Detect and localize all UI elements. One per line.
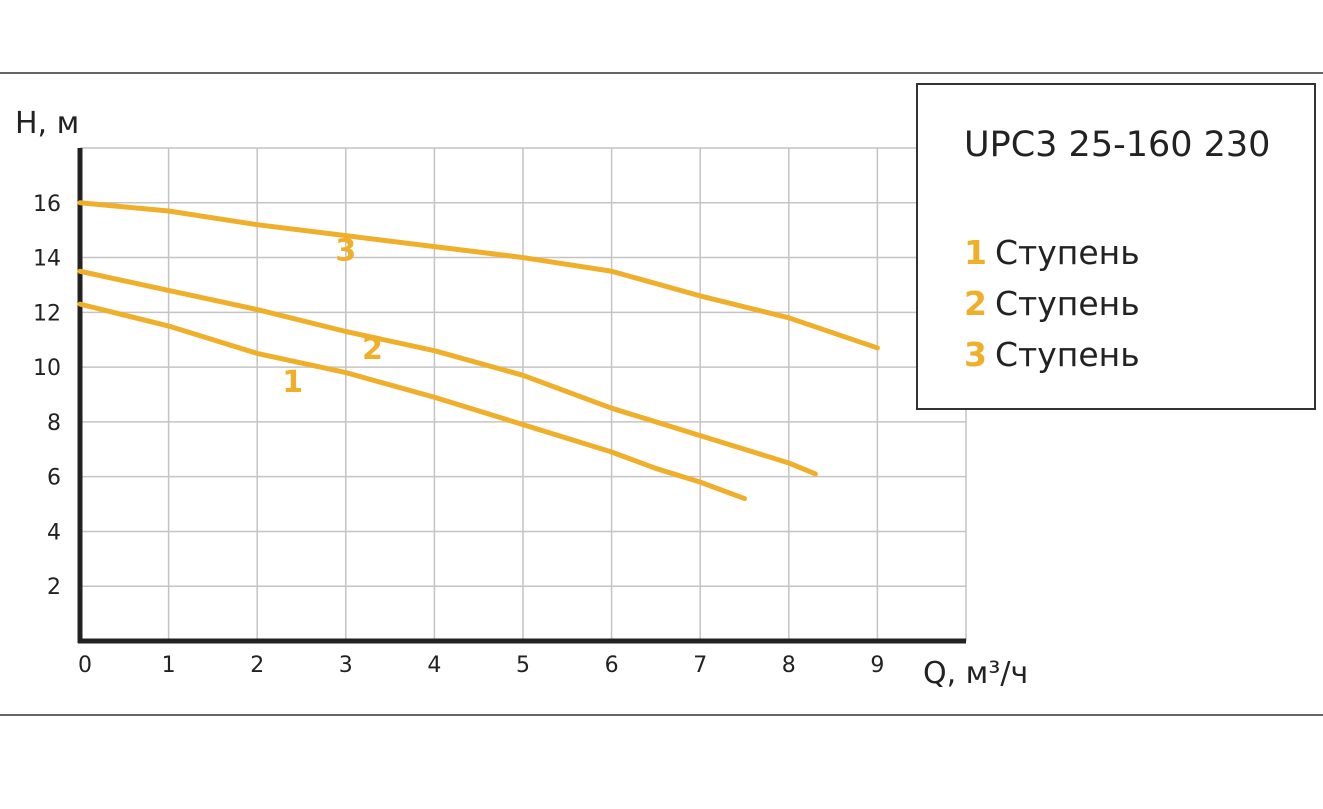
x-tick-label: 5: [516, 653, 530, 678]
legend-item-1: 1 Ступень: [964, 233, 1140, 272]
y-tick-label: 6: [47, 466, 61, 491]
grid: [80, 147, 967, 641]
x-tick-label: 0: [78, 653, 92, 678]
curve-label-1: 1: [282, 365, 303, 400]
x-tick-label: 2: [250, 653, 264, 678]
x-tick-label: 9: [870, 653, 884, 678]
x-tick-label: 7: [693, 653, 707, 678]
y-tick-label: 16: [33, 192, 61, 217]
curve-label-2: 2: [362, 332, 383, 367]
x-tick-label: 1: [162, 653, 176, 678]
series-lines: [77, 200, 880, 502]
legend-title: UPC3 25-160 230: [964, 125, 1271, 165]
y-tick-label: 4: [47, 520, 61, 545]
legend-item-number: 1: [964, 233, 987, 272]
y-tick-label: 10: [33, 356, 61, 381]
legend-item-number: 3: [964, 335, 987, 374]
y-tick-label: 8: [47, 411, 61, 436]
legend-item-label: Ступень: [994, 284, 1140, 323]
x-tick-label: 3: [339, 653, 353, 678]
y-tick-label: 2: [47, 575, 61, 600]
legend-item-number: 2: [964, 284, 987, 323]
legend-item-3: 3 Ступень: [964, 335, 1140, 374]
curve-label-3: 3: [335, 233, 356, 268]
axes: [77, 148, 966, 644]
series-line-2: [77, 268, 818, 477]
legend-item-label: Ступень: [994, 233, 1140, 272]
x-tick-label: 6: [605, 653, 619, 678]
x-tick-label: 8: [782, 653, 796, 678]
series-line-1: [77, 301, 747, 502]
y-tick-label: 12: [33, 301, 61, 326]
curve-labels: 1 2 3: [282, 233, 383, 399]
legend-box: UPC3 25-160 230 1 Ступень 2 Ступень 3 Ступе…: [916, 83, 1316, 410]
y-axis-title: H, м: [15, 106, 79, 141]
legend-item-label: Ступень: [994, 335, 1140, 374]
series-line-3: [77, 200, 880, 351]
x-axis-title: Q, м³/ч: [923, 656, 1028, 691]
y-tick-label: 14: [33, 247, 61, 272]
legend-item-2: 2 Ступень: [964, 284, 1140, 323]
x-tick-label: 4: [427, 653, 441, 678]
